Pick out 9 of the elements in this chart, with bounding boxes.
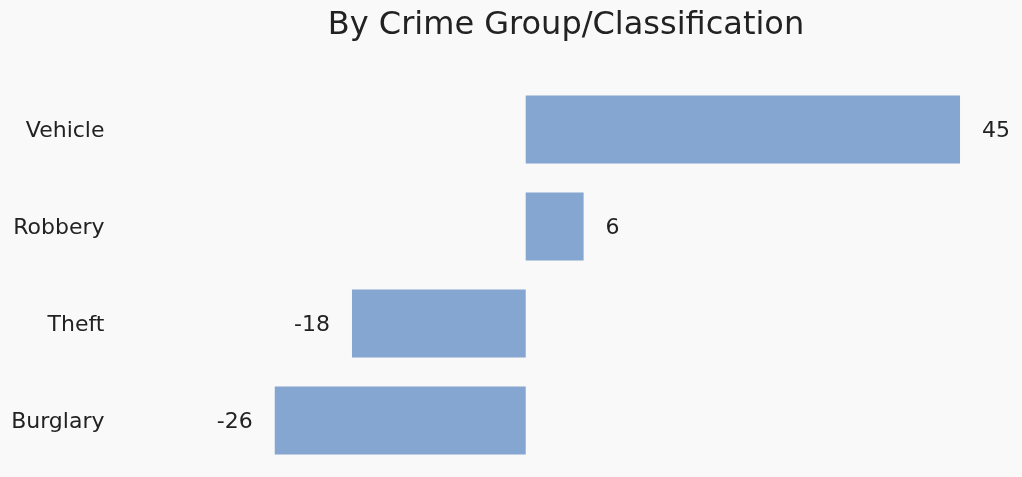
data-label: -18: [294, 310, 330, 336]
y-tick-label: Burglary: [11, 407, 105, 433]
y-tick-label: Robbery: [13, 213, 105, 239]
chart-title: By Crime Group/Classification: [327, 4, 805, 42]
data-label: 6: [605, 213, 620, 239]
y-tick-label: Vehicle: [25, 116, 105, 142]
y-tick-label: Theft: [46, 310, 105, 336]
data-label: -26: [216, 407, 253, 433]
data-label: 45: [982, 116, 1011, 142]
